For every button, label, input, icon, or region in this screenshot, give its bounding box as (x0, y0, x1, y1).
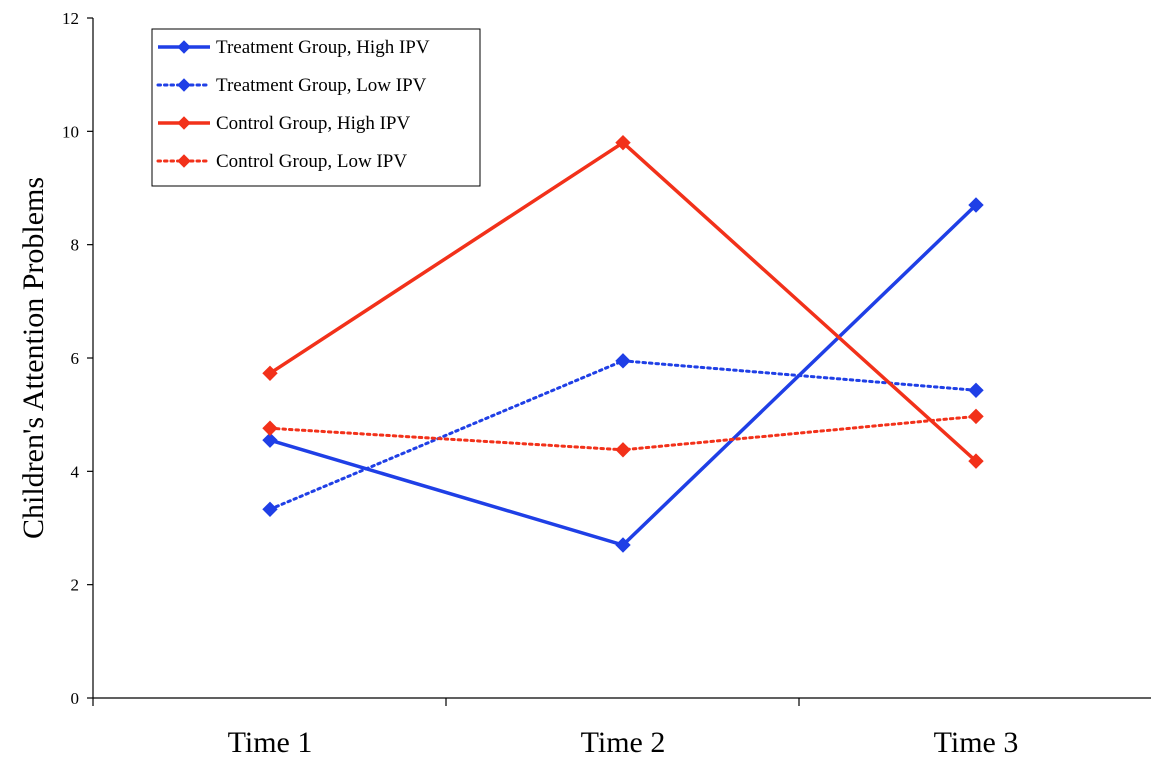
legend-label: Control Group, High IPV (216, 113, 411, 134)
y-tick-label: 2 (71, 576, 80, 595)
data-point (968, 197, 984, 213)
y-tick-label: 8 (71, 236, 80, 255)
y-tick-label: 10 (62, 122, 79, 141)
x-tick-label: Time 2 (581, 726, 666, 759)
series-line (269, 140, 978, 463)
y-tick-label: 6 (71, 349, 80, 368)
series-group (262, 408, 984, 458)
data-point (262, 501, 278, 518)
y-ticks: 0 2 4 6 8 10 12 (62, 9, 93, 708)
legend-swatch-marker (177, 154, 191, 168)
legend-label: Treatment Group, Low IPV (216, 75, 427, 96)
legend-entry: Treatment Group, Low IPV (156, 75, 427, 96)
x-ticks: Time 1 Time 2 Time 3 (92, 698, 1019, 759)
x-tick-label: Time 1 (228, 726, 313, 759)
data-point (262, 420, 278, 436)
legend-swatch-marker (177, 40, 191, 54)
data-point (968, 453, 984, 469)
legend-entry: Control Group, High IPV (158, 113, 411, 134)
series-group (262, 353, 984, 518)
data-point (262, 365, 278, 382)
y-axis-title: Children's Attention Problems (17, 177, 50, 539)
legend-label: Control Group, Low IPV (216, 151, 407, 172)
data-point (615, 537, 631, 553)
series-line (269, 203, 978, 547)
legend-entry: Treatment Group, High IPV (158, 37, 430, 58)
y-tick-label: 0 (71, 689, 80, 708)
series-group (262, 134, 984, 469)
data-point (262, 432, 278, 448)
data-point (615, 134, 631, 151)
series-lines (262, 134, 984, 553)
x-tick-label: Time 3 (934, 726, 1019, 759)
legend-swatch-marker (177, 78, 191, 92)
y-tick-label: 4 (71, 462, 80, 481)
data-point (968, 408, 984, 425)
legend-entry: Control Group, Low IPV (156, 151, 407, 172)
legend-label: Treatment Group, High IPV (216, 37, 430, 58)
series-group (262, 197, 984, 553)
legend: Treatment Group, High IPV Treatment Group… (151, 28, 481, 187)
legend-swatch-marker (177, 116, 191, 130)
data-point (968, 382, 984, 399)
y-tick-label: 12 (62, 9, 79, 28)
data-point (615, 442, 631, 458)
data-point (615, 353, 631, 369)
